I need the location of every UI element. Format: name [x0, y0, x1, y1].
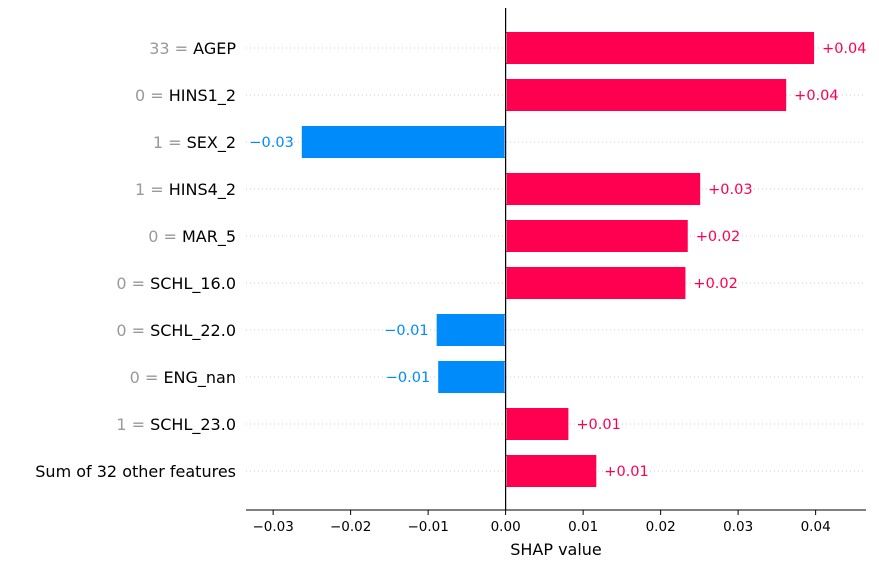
- feature-value: 0 =: [148, 227, 182, 246]
- feature-value: 0 =: [116, 274, 150, 293]
- feature-label: 1 = SEX_2: [153, 133, 236, 153]
- feature-value: 1 =: [116, 415, 150, 434]
- feature-name: SEX_2: [187, 133, 236, 153]
- bar: [438, 361, 506, 393]
- feature-name: SCHL_23.0: [150, 415, 236, 435]
- feature-label: 33 = AGEP: [149, 39, 236, 58]
- x-tick-label: −0.01: [407, 519, 448, 535]
- bar-value-label: −0.01: [386, 370, 430, 386]
- feature-name: SCHL_16.0: [150, 274, 236, 294]
- row-gridlines: [246, 47, 866, 472]
- feature-label: 0 = HINS1_2: [135, 86, 236, 106]
- feature-label: 0 = ENG_nan: [130, 368, 236, 388]
- bar: [505, 267, 686, 299]
- feature-label: 0 = MAR_5: [148, 227, 236, 247]
- bar-value-label: +0.01: [576, 417, 620, 433]
- x-axis-title: SHAP value: [510, 540, 602, 559]
- feature-value: 1 =: [153, 133, 187, 152]
- feature-value: 0 =: [135, 86, 169, 105]
- bar: [505, 79, 787, 111]
- x-axis: −0.03 −0.02 −0.01 0.00 0.01 0.02 0.03 0.04: [246, 509, 866, 535]
- bar-value-label: +0.04: [822, 41, 866, 57]
- feature-name: MAR_5: [182, 227, 236, 247]
- bar: [436, 314, 506, 346]
- bar-value-label: +0.02: [693, 276, 737, 292]
- feature-label: Sum of 32 other features: [35, 462, 236, 481]
- bar-value-label: +0.02: [696, 229, 740, 245]
- bar: [505, 220, 688, 252]
- x-tick-label: 0.02: [646, 519, 676, 535]
- bar: [505, 455, 597, 487]
- x-tick-label: 0.03: [723, 519, 753, 535]
- feature-name: HINS1_2: [169, 86, 236, 106]
- bar-value-label: −0.03: [249, 135, 293, 151]
- feature-label: 1 = HINS4_2: [135, 180, 236, 200]
- bar: [505, 32, 815, 64]
- bar-value-label: +0.04: [794, 88, 838, 104]
- bar-value-label: −0.01: [384, 323, 428, 339]
- bar: [505, 173, 701, 205]
- bar: [301, 126, 506, 158]
- feature-name: HINS4_2: [169, 180, 236, 200]
- bars: +0.04 +0.04 −0.03 +0.03 +0.02 +0.02 −0.01 −0.01…: [249, 8, 867, 510]
- feature-name: ENG_nan: [163, 368, 236, 388]
- bar-value-label: +0.03: [708, 182, 752, 198]
- bar: [505, 408, 569, 440]
- feature-label: 0 = SCHL_22.0: [116, 321, 236, 341]
- x-tick-label: 0.04: [801, 519, 831, 535]
- feature-value: 0 =: [130, 368, 164, 387]
- feature-name: Sum of 32 other features: [35, 462, 236, 481]
- bar-value-label: +0.01: [604, 464, 648, 480]
- x-tick-label: −0.03: [252, 519, 293, 535]
- x-tick-label: 0.00: [491, 519, 521, 535]
- feature-label: 1 = SCHL_23.0: [116, 415, 236, 435]
- feature-name: AGEP: [193, 39, 236, 58]
- x-tick-label: −0.02: [330, 519, 371, 535]
- feature-value: 1 =: [135, 180, 169, 199]
- feature-label: 0 = SCHL_16.0: [116, 274, 236, 294]
- feature-value: 33 =: [149, 39, 193, 58]
- feature-value: 0 =: [116, 321, 150, 340]
- feature-name: SCHL_22.0: [150, 321, 236, 341]
- x-tick-label: 0.01: [568, 519, 598, 535]
